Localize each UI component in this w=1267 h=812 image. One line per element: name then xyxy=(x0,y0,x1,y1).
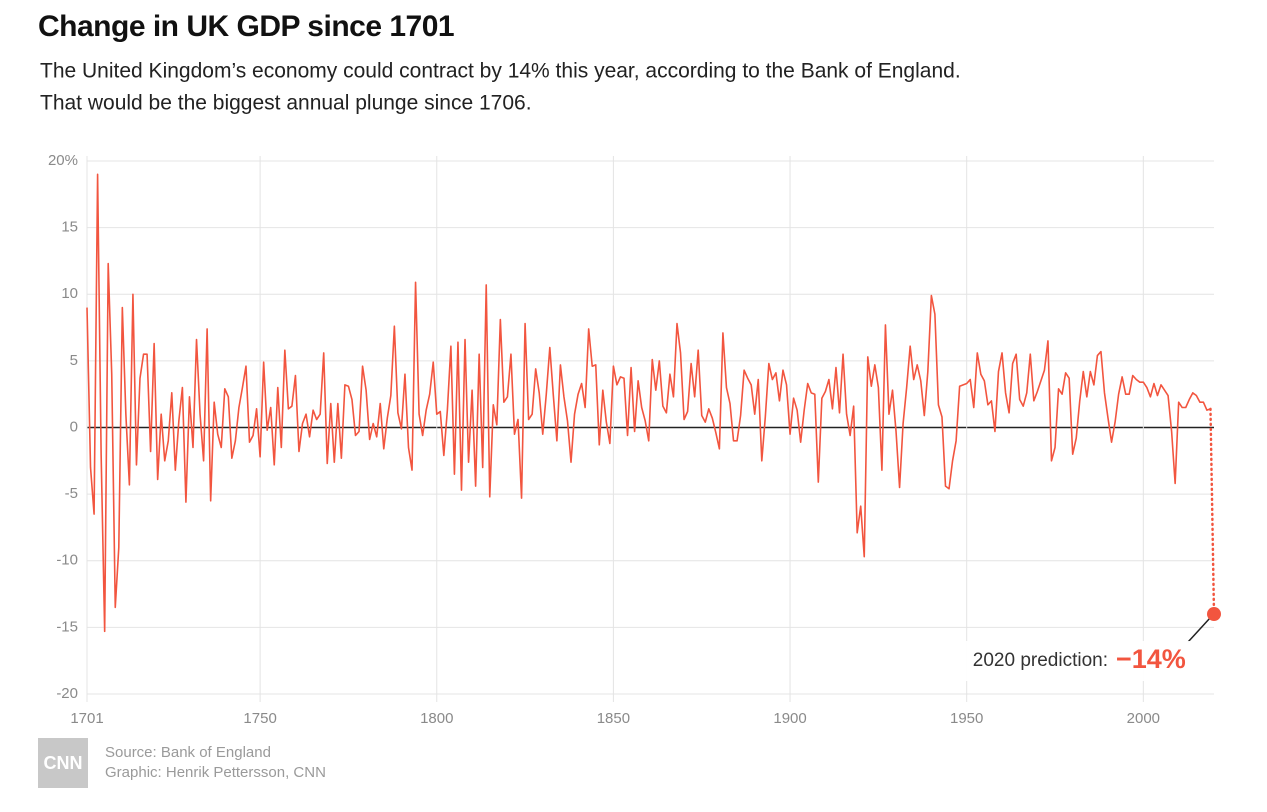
y-tick-label: 10 xyxy=(61,285,78,302)
x-tick-label: 1850 xyxy=(597,710,630,727)
logo: CNN xyxy=(44,753,83,773)
y-tick-label: 20% xyxy=(48,152,78,169)
prediction-connector xyxy=(1209,407,1216,616)
y-tick-label: -15 xyxy=(56,618,78,635)
line xyxy=(86,173,1211,633)
y-tick-label: -5 xyxy=(65,485,78,502)
x-tick-label: 1800 xyxy=(420,710,453,727)
x-tick-label: 1750 xyxy=(243,710,276,727)
grid: -20 -15 -10 -5 0 5 10 15 20% 1701 1750 1800 1850 1900… xyxy=(48,152,1214,727)
chart-title: Change in UK GDP since 1701 xyxy=(38,10,454,43)
x-tick-label: 1701 xyxy=(70,710,103,727)
credit: Graphic: Henrik Pettersson, CNN xyxy=(105,764,326,781)
y-tick-label: -20 xyxy=(56,685,78,702)
annotation-value: −14% xyxy=(1116,644,1186,674)
annotation-box xyxy=(950,641,1200,681)
annotation-leader xyxy=(1187,617,1211,643)
x-tick-label: 1900 xyxy=(773,710,806,727)
x-tick-label: 2000 xyxy=(1127,710,1160,727)
y-tick-label: 5 xyxy=(70,352,78,369)
chart-subtitle: That would be the biggest annual plunge … xyxy=(40,92,532,115)
prediction-dot xyxy=(1207,607,1221,622)
logo-box xyxy=(38,738,88,788)
annotation-text: 2020 prediction: xyxy=(973,650,1108,671)
y-tick-label: 0 xyxy=(70,418,78,435)
chart-subtitle: The United Kingdom’s economy could contr… xyxy=(40,60,961,83)
y-tick-label: -10 xyxy=(56,552,78,569)
x-tick-label: 1950 xyxy=(950,710,983,727)
plot: 2020 prediction: −14% xyxy=(86,173,1221,681)
y-tick-label: 15 xyxy=(61,219,78,236)
source: Source: Bank of England xyxy=(105,744,271,761)
